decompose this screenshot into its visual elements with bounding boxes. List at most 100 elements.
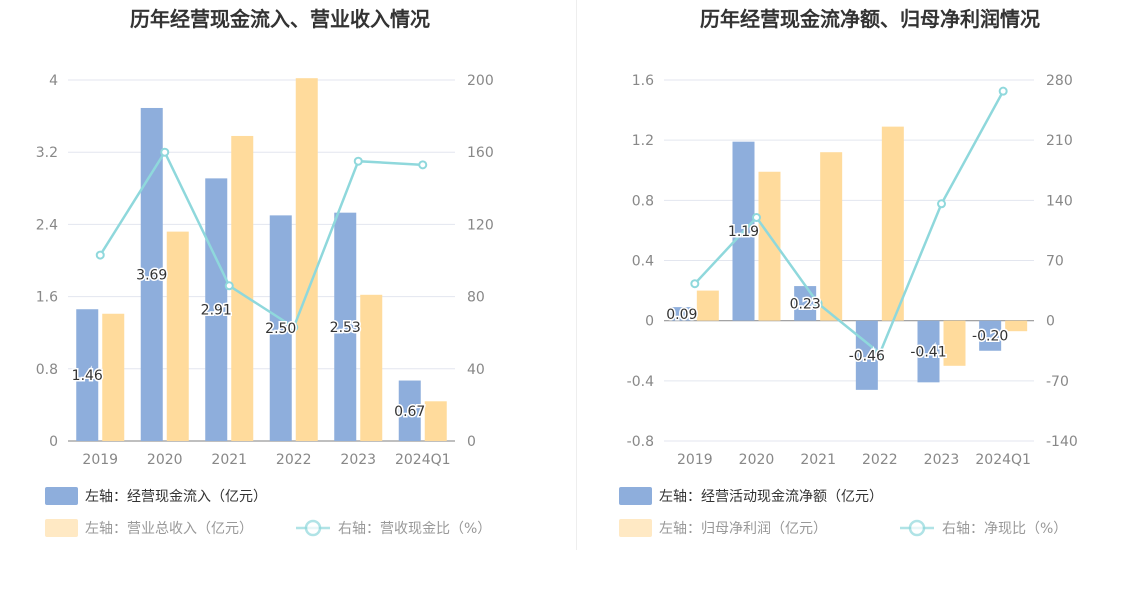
- bar-series-2: [820, 152, 843, 321]
- bar-series-1: [670, 307, 693, 321]
- bar-series-2: [295, 78, 318, 441]
- line-point: [875, 348, 885, 358]
- legend-label: 左轴：经营活动现金流净额（亿元）: [659, 489, 883, 505]
- line-point: [160, 147, 170, 157]
- bar-series-1: [398, 380, 421, 441]
- bar-series-2: [166, 231, 189, 441]
- bar-series-2: [758, 171, 781, 321]
- chart-right: 历年经营现金流净额、归母净利润情况 -0.8 -0.4 0 0.4 0.8 1.2 1.6 -1…: [619, 7, 1078, 537]
- bar-series-1: [140, 107, 163, 441]
- bar-data-label: 3.69: [136, 267, 167, 283]
- bar-series-2: [881, 126, 904, 321]
- right-axis-tick-label: 280: [1046, 73, 1073, 89]
- bar-series-1: [979, 320, 1002, 351]
- right-axis-tick-label: 40: [467, 362, 485, 378]
- bar-series-1: [76, 309, 99, 441]
- bar-data-label: 2.53: [330, 320, 361, 336]
- bar-data-label: -0.46: [849, 348, 885, 364]
- x-axis-tick-label: 2019: [82, 452, 118, 468]
- bar-series-2: [360, 294, 383, 441]
- bar-series-2: [696, 290, 719, 321]
- line-point: [224, 281, 234, 291]
- line-point: [813, 298, 823, 308]
- left-axis-tick-label: -0.4: [627, 374, 654, 390]
- chart-panel-left: 历年经营现金流入、营业收入情况 0 0.8 1.6 2.4 3.2 4 0 40 80 120 160…: [0, 0, 574, 589]
- x-axis-tick-label: 2020: [739, 452, 775, 468]
- left-axis-tick-label: 0: [645, 314, 654, 330]
- line-point: [353, 156, 363, 166]
- bar-data-label: 2.91: [201, 303, 232, 319]
- left-axis-tick-label: 1.2: [632, 133, 654, 149]
- bar-data-label: 1.19: [728, 224, 759, 240]
- line-point: [289, 322, 299, 332]
- left-axis-tick-label: 4: [49, 73, 58, 89]
- bar-series-1: [269, 215, 292, 441]
- legend-line-marker: [304, 519, 322, 537]
- x-axis-tick-label: 2019: [677, 452, 713, 468]
- chart-panel-right: 历年经营现金流净额、归母净利润情况 -0.8 -0.4 0 0.4 0.8 1.2 1.6 -1…: [574, 0, 1148, 589]
- right-axis-tick-label: 0: [1046, 314, 1055, 330]
- legend-label: 左轴：归母净利润（亿元）: [659, 520, 827, 537]
- bar-data-label: 0.09: [666, 307, 697, 323]
- x-axis-tick-label: 2023: [924, 452, 960, 468]
- legend-label: 右轴：营收现金比（%）: [338, 521, 491, 537]
- chart-title: 历年经营现金流入、营业收入情况: [130, 7, 430, 31]
- left-axis-tick-label: -0.8: [627, 434, 654, 450]
- right-axis-tick-label: 200: [467, 73, 494, 89]
- legend-swatch: [45, 487, 78, 505]
- bar-series-2: [943, 320, 966, 366]
- right-axis-tick-label: 140: [1046, 193, 1073, 209]
- right-axis-tick-label: 70: [1046, 254, 1064, 270]
- legend-swatch: [45, 519, 78, 537]
- left-axis-tick-label: 0.8: [632, 193, 654, 209]
- x-axis-tick-label: 2021: [800, 452, 836, 468]
- left-axis-tick-label: 2.4: [36, 217, 58, 233]
- line-point: [752, 213, 761, 223]
- x-axis-tick-label: 2021: [211, 452, 247, 468]
- left-axis-tick-label: 0: [49, 434, 58, 450]
- line-point: [998, 86, 1008, 96]
- bar-series-2: [1005, 320, 1028, 332]
- bar-series-1: [334, 212, 357, 441]
- right-axis-tick-label: -70: [1046, 374, 1069, 390]
- legend-label: 左轴：经营现金流入（亿元）: [85, 489, 267, 505]
- bar-series-2: [231, 135, 254, 441]
- bar-data-label: -0.41: [910, 345, 946, 361]
- line-point: [418, 160, 428, 170]
- bar-series-1: [917, 320, 940, 383]
- bar-data-label: -0.20: [972, 329, 1008, 345]
- panel-divider: [576, 0, 577, 550]
- x-axis-tick-label: 2024Q1: [395, 452, 451, 468]
- right-axis-tick-label: -140: [1046, 434, 1078, 450]
- x-axis-tick-label: 2020: [147, 452, 183, 468]
- left-axis-tick-label: 0.4: [632, 254, 654, 270]
- line-series: [693, 90, 1005, 356]
- x-axis-tick-label: 2024Q1: [975, 452, 1031, 468]
- legend-label: 右轴：净现比（%）: [942, 521, 1067, 537]
- chart-title: 历年经营现金流净额、归母净利润情况: [700, 7, 1040, 31]
- line-point: [690, 279, 700, 289]
- x-axis-tick-label: 2022: [276, 452, 312, 468]
- legend-swatch: [619, 487, 652, 505]
- left-axis-tick-label: 1.6: [36, 290, 58, 306]
- x-axis-tick-label: 2023: [340, 452, 376, 468]
- right-axis-tick-label: 80: [467, 290, 485, 306]
- left-axis-tick-label: 0.8: [36, 362, 58, 378]
- legend-line-marker: [908, 519, 926, 537]
- line-point: [95, 250, 105, 260]
- bar-series-2: [424, 401, 447, 441]
- chart-left: 历年经营现金流入、营业收入情况00.81.62.43.2404080120160…: [36, 7, 494, 537]
- left-axis-tick-label: 3.2: [36, 145, 58, 161]
- bar-data-label: 0.23: [790, 296, 821, 312]
- bar-series-1: [205, 178, 228, 441]
- legend-swatch: [619, 519, 652, 537]
- right-axis-tick-label: 160: [467, 145, 494, 161]
- bar-data-label: 0.67: [394, 404, 425, 420]
- line-series: [99, 149, 423, 330]
- bar-data-label: 1.46: [72, 368, 103, 384]
- right-axis-tick-label: 210: [1046, 133, 1073, 149]
- right-axis-tick-label: 120: [467, 217, 494, 233]
- line-point: [937, 199, 946, 209]
- x-axis-tick-label: 2022: [862, 452, 898, 468]
- legend-label: 左轴：营业总收入（亿元）: [85, 521, 253, 537]
